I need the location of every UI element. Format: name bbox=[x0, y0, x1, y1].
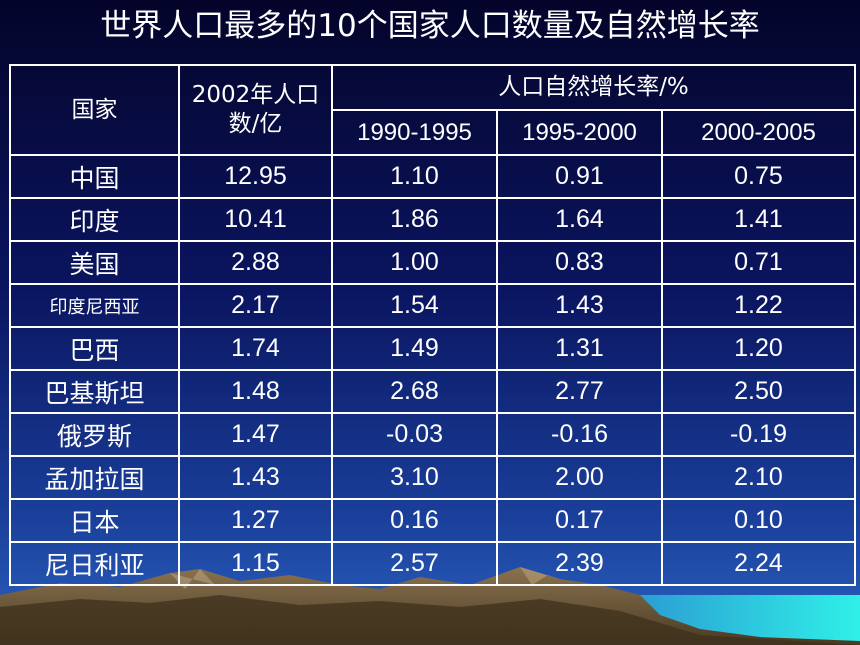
growth-1990-1995-cell: 2.68 bbox=[331, 369, 498, 414]
growth-1995-2000-cell: 2.00 bbox=[496, 455, 663, 500]
population-cell: 1.47 bbox=[178, 412, 333, 457]
population-cell: 12.95 bbox=[178, 154, 333, 199]
growth-2000-2005-cell: 0.71 bbox=[661, 240, 856, 285]
population-cell: 1.43 bbox=[178, 455, 333, 500]
header-period: 1990-1995 bbox=[331, 109, 498, 156]
growth-1995-2000-cell: 0.91 bbox=[496, 154, 663, 199]
population-cell: 10.41 bbox=[178, 197, 333, 242]
table-row: 尼日利亚 1.15 2.57 2.39 2.24 bbox=[9, 541, 856, 586]
growth-1995-2000-cell: 2.39 bbox=[496, 541, 663, 586]
growth-2000-2005-cell: 1.22 bbox=[661, 283, 856, 328]
table-row: 美国 2.88 1.00 0.83 0.71 bbox=[9, 240, 856, 285]
growth-1995-2000-cell: -0.16 bbox=[496, 412, 663, 457]
header-country: 国家 bbox=[9, 64, 180, 156]
country-cell: 日本 bbox=[9, 498, 180, 543]
country-cell: 印度尼西亚 bbox=[9, 283, 180, 328]
header-period: 1995-2000 bbox=[496, 109, 663, 156]
header-population: 2002年人口数/亿 bbox=[178, 64, 333, 156]
table-row: 孟加拉国 1.43 3.10 2.00 2.10 bbox=[9, 455, 856, 500]
growth-2000-2005-cell: 1.20 bbox=[661, 326, 856, 371]
growth-1995-2000-cell: 1.64 bbox=[496, 197, 663, 242]
population-table: 国家 2002年人口数/亿 人口自然增长率/% 1990-1995 1995-2… bbox=[9, 64, 856, 586]
country-cell: 巴基斯坦 bbox=[9, 369, 180, 414]
table-row: 日本 1.27 0.16 0.17 0.10 bbox=[9, 498, 856, 543]
country-cell: 中国 bbox=[9, 154, 180, 199]
growth-2000-2005-cell: -0.19 bbox=[661, 412, 856, 457]
growth-1995-2000-cell: 1.43 bbox=[496, 283, 663, 328]
population-cell: 1.74 bbox=[178, 326, 333, 371]
growth-1990-1995-cell: 0.16 bbox=[331, 498, 498, 543]
country-cell: 孟加拉国 bbox=[9, 455, 180, 500]
population-cell: 1.27 bbox=[178, 498, 333, 543]
population-cell: 1.48 bbox=[178, 369, 333, 414]
growth-2000-2005-cell: 0.10 bbox=[661, 498, 856, 543]
growth-1990-1995-cell: 1.86 bbox=[331, 197, 498, 242]
table-row: 巴西 1.74 1.49 1.31 1.20 bbox=[9, 326, 856, 371]
population-cell: 2.88 bbox=[178, 240, 333, 285]
growth-1990-1995-cell: 1.00 bbox=[331, 240, 498, 285]
table-row: 印度 10.41 1.86 1.64 1.41 bbox=[9, 197, 856, 242]
country-cell: 巴西 bbox=[9, 326, 180, 371]
table-row: 印度尼西亚 2.17 1.54 1.43 1.22 bbox=[9, 283, 856, 328]
growth-1995-2000-cell: 1.31 bbox=[496, 326, 663, 371]
growth-1990-1995-cell: 3.10 bbox=[331, 455, 498, 500]
country-cell: 美国 bbox=[9, 240, 180, 285]
table-row: 俄罗斯 1.47 -0.03 -0.16 -0.19 bbox=[9, 412, 856, 457]
table-row: 中国 12.95 1.10 0.91 0.75 bbox=[9, 154, 856, 199]
growth-1990-1995-cell: 1.54 bbox=[331, 283, 498, 328]
header-population-label: 2002年人口数/亿 bbox=[191, 82, 320, 137]
mountain-landscape bbox=[0, 567, 860, 645]
growth-1990-1995-cell: 2.57 bbox=[331, 541, 498, 586]
growth-2000-2005-cell: 1.41 bbox=[661, 197, 856, 242]
growth-1995-2000-cell: 0.83 bbox=[496, 240, 663, 285]
country-cell: 印度 bbox=[9, 197, 180, 242]
growth-1990-1995-cell: 1.10 bbox=[331, 154, 498, 199]
growth-1990-1995-cell: 1.49 bbox=[331, 326, 498, 371]
growth-2000-2005-cell: 2.10 bbox=[661, 455, 856, 500]
country-cell: 尼日利亚 bbox=[9, 541, 180, 586]
growth-2000-2005-cell: 2.50 bbox=[661, 369, 856, 414]
population-cell: 2.17 bbox=[178, 283, 333, 328]
growth-1995-2000-cell: 2.77 bbox=[496, 369, 663, 414]
table-body: 中国 12.95 1.10 0.91 0.75 印度 10.41 1.86 1.64 1.41 美国… bbox=[9, 154, 856, 586]
population-cell: 1.15 bbox=[178, 541, 333, 586]
country-cell: 俄罗斯 bbox=[9, 412, 180, 457]
header-growth-rate: 人口自然增长率/% bbox=[331, 64, 856, 111]
growth-2000-2005-cell: 0.75 bbox=[661, 154, 856, 199]
table-row: 巴基斯坦 1.48 2.68 2.77 2.50 bbox=[9, 369, 856, 414]
slide-title: 世界人口最多的10个国家人口数量及自然增长率 bbox=[100, 8, 760, 44]
growth-2000-2005-cell: 2.24 bbox=[661, 541, 856, 586]
growth-1995-2000-cell: 0.17 bbox=[496, 498, 663, 543]
header-period: 2000-2005 bbox=[661, 109, 856, 156]
growth-1990-1995-cell: -0.03 bbox=[331, 412, 498, 457]
